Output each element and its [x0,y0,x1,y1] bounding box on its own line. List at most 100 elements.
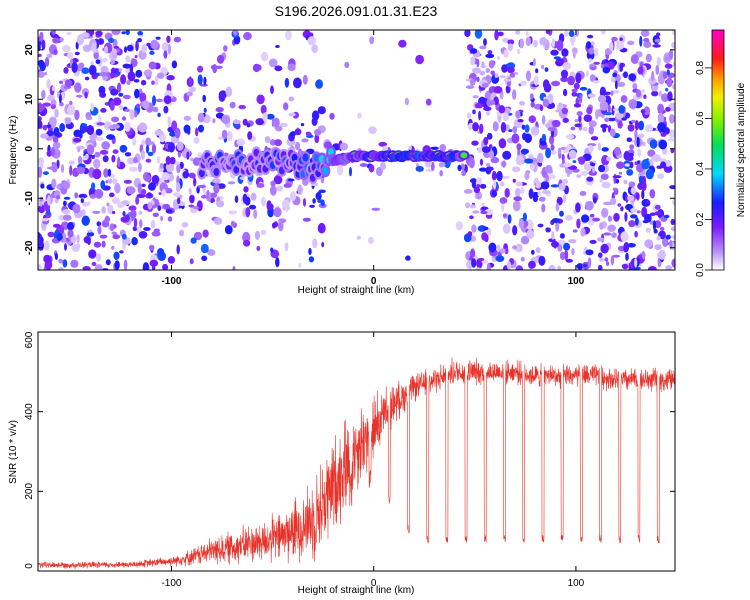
heatmap-cell [472,122,479,132]
heatmap-cell [671,30,675,36]
heatmap-cell [88,64,97,76]
heatmap-cell [474,30,483,39]
heatmap-cell [549,135,555,145]
heatmap-cell [481,82,489,88]
heatmap-cell [284,30,292,41]
heatmap-cell [600,173,609,180]
heatmap-cell [183,115,192,121]
heatmap-cell [124,121,131,132]
heatmap-cell [486,98,491,107]
heatmap-cell [659,158,667,163]
y-tick-label: -20 [24,240,35,255]
heatmap-cell [481,146,491,154]
heatmap-cell [274,139,282,147]
heatmap-cell [636,210,641,214]
heatmap-cell [100,108,107,113]
heatmap-cell [91,261,97,267]
heatmap-cell [630,208,638,213]
heatmap-cell [54,108,59,118]
heatmap-cell [188,204,195,208]
heatmap-cell [186,91,193,97]
heatmap-cell [58,267,64,270]
heatmap-cell [587,215,596,226]
heatmap-cell [491,190,498,198]
heatmap-cell [38,263,42,270]
heatmap-cell [64,79,73,87]
heatmap-cell [634,230,638,238]
heatmap-cell [234,195,239,203]
heatmap-cell [239,176,246,180]
heatmap-cell [612,175,622,179]
heatmap-cell [471,258,477,268]
heatmap-cell [93,52,99,59]
heatmap-cell [168,173,175,182]
heatmap-cell [568,30,575,37]
heatmap-cell [230,220,235,227]
spectrogram-frame [37,29,676,271]
heatmap-cell [545,227,551,233]
heatmap-cell [481,61,485,69]
heatmap-cell [81,123,88,127]
heatmap-cell [203,107,207,113]
heatmap-cell [80,198,84,203]
heatmap-cell [154,129,164,136]
heatmap-cell [46,150,52,157]
heatmap-cell [545,122,553,129]
heatmap-cell [611,105,615,116]
heatmap-cell [520,186,525,195]
heatmap-cell [52,223,61,228]
x-tick-label: 0 [371,578,377,589]
heatmap-cell [127,71,136,82]
heatmap-cell [138,231,148,239]
heatmap-cell [62,45,71,53]
heatmap-cell [95,59,101,64]
colorbar-label: Normalized spectral amplitude [736,82,747,217]
heatmap-cell [52,136,59,143]
heatmap-cell [167,256,175,264]
heatmap-cell [107,204,114,215]
heatmap-cell [615,179,620,184]
heatmap-cell [479,70,486,76]
heatmap-cell [587,93,596,98]
heatmap-cell [486,227,492,237]
heatmap-cell [71,58,79,63]
snr-y-label: SNR (10 * v/v) [8,420,19,484]
heatmap-cell [662,147,668,155]
heatmap-cell [141,149,145,160]
heatmap-cell [270,247,274,253]
heatmap-cell [173,36,182,43]
heatmap-cell [504,247,509,255]
heatmap-cell [662,71,668,79]
heatmap-cell [93,241,102,248]
heatmap-cell [71,62,78,73]
heatmap-cell [142,100,150,110]
heatmap-cell [165,156,171,165]
heatmap-cell [581,214,590,223]
heatmap-cell [519,38,525,49]
heatmap-cell [430,161,435,171]
heatmap-cell [314,129,322,136]
heatmap-cell [227,181,236,185]
heatmap-cell [283,102,289,111]
heatmap-cell [515,30,521,35]
heatmap-cell [625,252,629,261]
heatmap-cell [485,68,490,73]
heatmap-cell [585,249,594,256]
heatmap-cell [612,254,620,258]
heatmap-cell [167,116,171,128]
heatmap-cell [151,80,155,85]
heatmap-cell [650,155,660,161]
colorbar-tick-label: 0.4 [695,162,706,176]
heatmap-cell [147,151,154,157]
heatmap-cell [507,39,515,45]
heatmap-cell [118,92,124,97]
heatmap-cell [592,217,601,222]
heatmap-cell [201,194,207,199]
heatmap-cell [553,56,561,60]
heatmap-cell [47,231,55,238]
heatmap-cell [63,67,69,74]
heatmap-cell [479,45,487,50]
heatmap-cell [100,180,106,190]
heatmap-cell [175,182,181,193]
heatmap-cell [635,216,639,226]
